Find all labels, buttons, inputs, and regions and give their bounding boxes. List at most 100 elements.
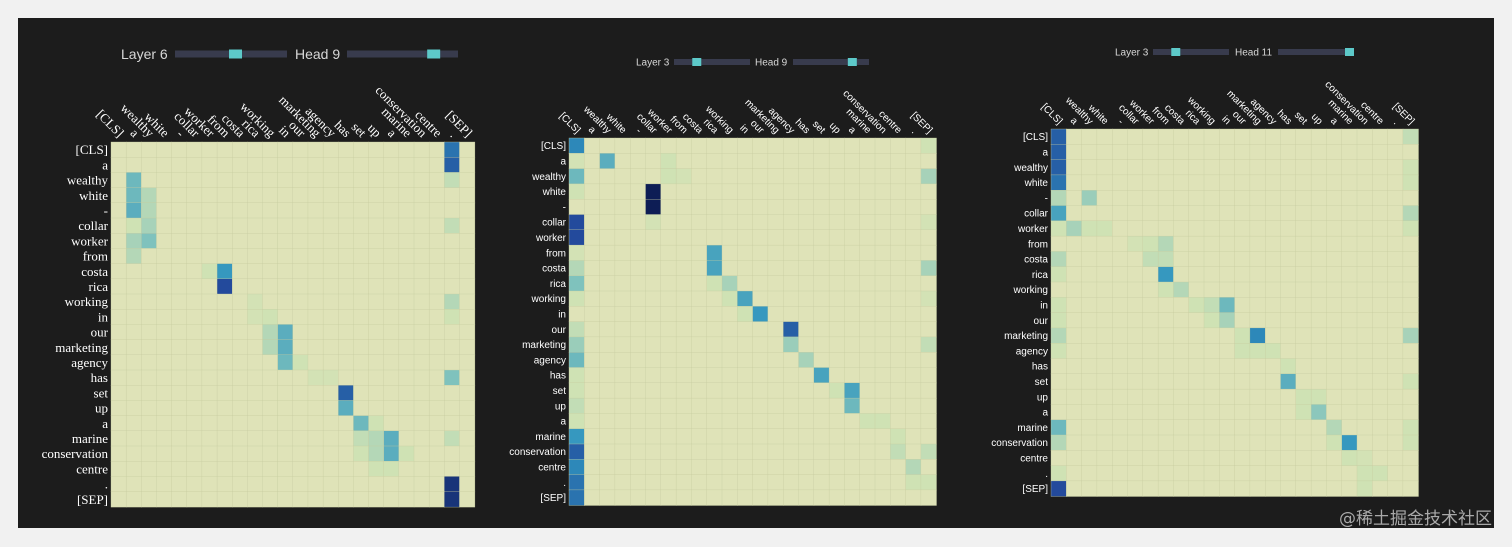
heatmap-cell [383,445,400,462]
heatmap-cell [216,309,233,325]
heatmap-cell [1234,174,1251,191]
heatmap-cell [1402,266,1419,283]
heatmap-cell [752,168,769,185]
heatmap-cell [247,369,263,386]
heatmap-cell [783,244,799,261]
heatmap-cell [171,369,188,386]
heatmap-cell [110,309,127,325]
head-slider-track[interactable] [347,50,458,58]
heatmap-cell [1387,327,1404,344]
heatmap-cell [186,491,203,508]
heatmap-cell [630,214,646,231]
heatmap-cell [125,476,142,493]
head-slider-track[interactable] [793,59,869,65]
heatmap-cell [645,459,662,476]
heatmap-cell [1310,327,1327,344]
heatmap-cell [156,445,173,462]
heatmap-cell [125,278,142,295]
heatmap-cell [1387,404,1404,421]
heatmap-cell [428,233,445,249]
heatmap-cell [141,461,157,477]
heatmap-cell [660,489,677,506]
heatmap-cell [813,367,830,384]
heatmap-cell [216,217,233,234]
heatmap-cell [247,491,263,508]
heatmap-cell [1112,343,1128,359]
heatmap-cell [171,141,188,158]
layer-slider-thumb[interactable] [1171,48,1181,56]
heatmap-cell [186,324,203,341]
heatmap-cell [428,248,445,265]
y-tick-label: costa [1024,255,1048,266]
layer-slider-thumb[interactable] [692,58,702,66]
heatmap-cell [398,430,415,447]
layer-slider-track[interactable] [674,59,750,65]
heatmap-cell [307,491,324,508]
heatmap-cell [1219,465,1236,482]
heatmap-cell [1203,128,1220,145]
head-slider-track[interactable] [1278,49,1354,55]
y-tick-label: agency [1016,346,1048,357]
head-slider-thumb[interactable] [427,49,441,59]
heatmap-cell [1310,450,1327,467]
heatmap-cell [783,153,799,170]
heatmap-cell [1310,358,1327,375]
heatmap-cell [1050,450,1067,467]
y-tick-label: our [91,325,109,340]
heatmap-cell [752,306,769,323]
heatmap-cell [874,290,891,307]
layer-slider-track[interactable] [1153,49,1229,55]
heatmap-cell [1356,174,1373,191]
heatmap-cell [413,369,430,386]
heatmap-cell [1341,343,1358,359]
heatmap-cell [584,443,601,460]
heatmap-cell [1341,159,1358,176]
heatmap-cell [1234,312,1251,329]
y-tick-label: set [94,385,109,400]
heatmap-cell [398,415,415,432]
heatmap-cell [201,400,218,417]
heatmap-cell [874,214,891,231]
heatmap-cell [1372,205,1389,222]
heatmap-cell [338,141,354,158]
head-slider-thumb[interactable] [1345,48,1354,56]
heatmap-cell [706,382,723,399]
heatmap-cell [1219,297,1236,314]
heatmap-cell [277,172,294,189]
heatmap-cell [459,445,476,462]
heatmap-cell [844,489,861,506]
y-tick-label: from [546,248,566,259]
heatmap-cell [383,461,400,477]
heatmap-cell [1127,128,1144,145]
heatmap-cell [1096,327,1113,344]
heatmap-cell [1356,205,1373,222]
heatmap-cell [1387,144,1404,161]
heatmap-cell [171,461,188,477]
heatmap-cell [721,474,738,491]
heatmap-cell [645,153,662,170]
heatmap-cell [1112,266,1128,283]
heatmap-cell [1173,266,1190,283]
head-slider-thumb[interactable] [847,58,857,66]
heatmap-cell [675,168,692,185]
heatmap-cell [216,248,233,265]
y-tick-label: - [1045,193,1048,204]
heatmap-cell [141,278,157,295]
heatmap-cell [1372,174,1389,191]
heatmap-cell [398,339,415,356]
heatmap-cell [171,445,188,462]
heatmap-cell [201,157,218,173]
heatmap-cell [1157,434,1174,451]
layer-slider-thumb[interactable] [229,49,242,59]
heatmap-cell [660,153,677,170]
heatmap-cell [1127,465,1144,482]
heatmap-cell [125,248,142,265]
heatmap-cell [599,382,616,399]
heatmap-cell [920,199,937,215]
heatmap-cell [721,321,738,338]
heatmap-cell [691,260,708,277]
heatmap-cell [444,263,460,280]
heatmap-cell [1112,480,1128,497]
heatmap-cell [1188,235,1205,252]
heatmap-cell [1142,465,1159,482]
